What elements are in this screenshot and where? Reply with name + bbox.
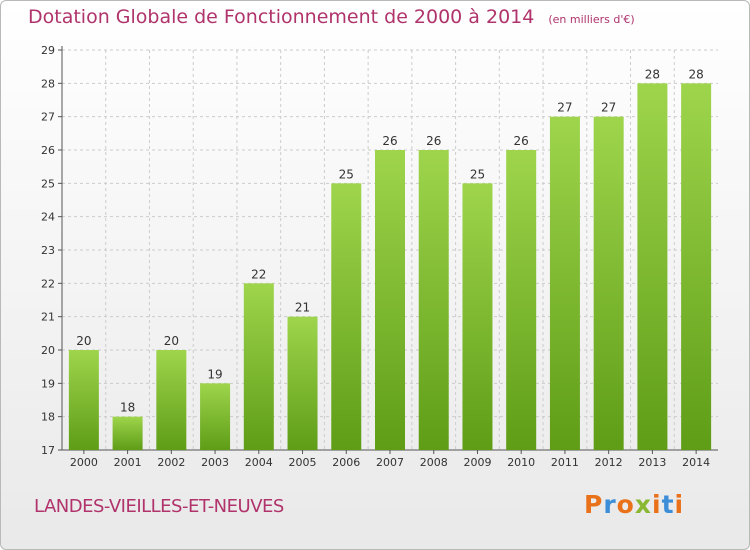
value-label: 20 — [164, 334, 179, 348]
y-tick-label: 25 — [41, 177, 55, 190]
x-tick-label: 2010 — [507, 456, 535, 469]
bar — [200, 383, 231, 450]
chart-title-text: Dotation Globale de Fonctionnement de 20… — [28, 6, 535, 28]
y-tick-label: 19 — [41, 377, 55, 390]
x-tick-label: 2012 — [595, 456, 623, 469]
bar — [681, 83, 712, 450]
value-label: 27 — [557, 101, 572, 115]
value-label: 25 — [339, 167, 354, 181]
bar — [637, 83, 668, 450]
chart-title: Dotation Globale de Fonctionnement de 20… — [28, 6, 635, 28]
x-tick-label: 2004 — [245, 456, 273, 469]
y-tick-label: 24 — [41, 211, 55, 224]
y-tick-label: 27 — [41, 111, 55, 124]
logo-letter: o — [616, 490, 635, 519]
chart-subtitle: (en milliers d'€) — [548, 13, 635, 26]
y-tick-label: 22 — [41, 277, 55, 290]
value-label: 22 — [251, 267, 266, 281]
x-tick-label: 2013 — [638, 456, 666, 469]
bar — [287, 316, 318, 450]
value-label: 28 — [645, 67, 660, 81]
logo-letter: i — [674, 490, 685, 519]
value-label: 21 — [295, 301, 310, 315]
logo-letter: r — [603, 490, 617, 519]
value-label: 28 — [688, 67, 703, 81]
y-tick-label: 21 — [41, 311, 55, 324]
y-tick-label: 29 — [41, 44, 55, 57]
y-tick-label: 18 — [41, 411, 55, 424]
x-tick-label: 2003 — [201, 456, 229, 469]
logo-letter: t — [661, 490, 675, 519]
commune-name: LANDES-VIEILLES-ET-NEUVES — [34, 496, 284, 517]
logo-letter: i — [652, 490, 662, 519]
bar — [506, 150, 537, 450]
bar — [331, 183, 362, 451]
value-label: 27 — [601, 101, 616, 115]
y-tick-label: 26 — [41, 144, 55, 157]
x-tick-label: 2009 — [463, 456, 491, 469]
value-label: 20 — [76, 334, 91, 348]
bar — [549, 116, 580, 451]
x-tick-label: 2002 — [157, 456, 185, 469]
x-tick-label: 2000 — [70, 456, 98, 469]
x-tick-label: 2007 — [376, 456, 404, 469]
bar — [68, 350, 99, 450]
logo-letter: x — [634, 490, 652, 519]
bar — [243, 283, 274, 450]
x-tick-label: 2001 — [114, 456, 142, 469]
value-labels: 20 18 20 19 22 21 25 26 26 25 26 27 27 28 28 — [76, 67, 704, 414]
value-label: 26 — [514, 134, 529, 148]
y-tick-label: 23 — [41, 244, 55, 257]
value-label: 26 — [426, 134, 441, 148]
value-label: 19 — [207, 367, 222, 381]
value-label: 26 — [382, 134, 397, 148]
y-tick-label: 20 — [41, 344, 55, 357]
bar — [418, 150, 449, 450]
bar — [375, 150, 405, 450]
value-label: 25 — [470, 167, 485, 181]
bar — [462, 183, 493, 451]
x-tick-label: 2011 — [551, 456, 579, 469]
bar — [593, 116, 624, 451]
bars — [68, 83, 712, 451]
y-tick-label: 28 — [41, 77, 55, 90]
bar — [112, 416, 143, 450]
x-tick-label: 2008 — [420, 456, 448, 469]
x-tick-label: 2014 — [682, 456, 710, 469]
x-tick-label: 2005 — [289, 456, 317, 469]
proxiti-logo[interactable]: Proxiti — [584, 490, 684, 519]
value-label: 18 — [120, 401, 135, 415]
logo-letter: P — [584, 490, 604, 519]
bar — [156, 350, 187, 450]
y-tick-label: 17 — [41, 444, 55, 457]
x-tick-label: 2006 — [332, 456, 360, 469]
